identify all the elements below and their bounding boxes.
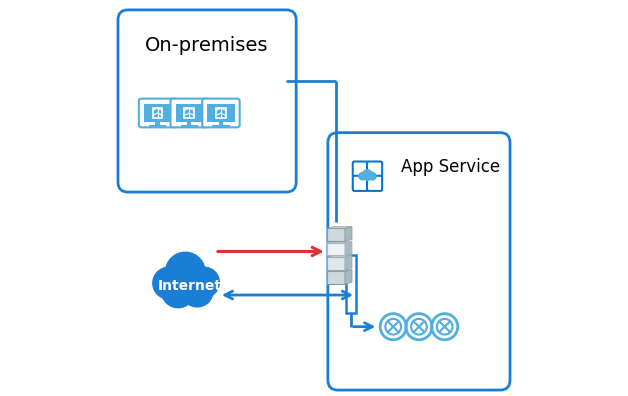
FancyBboxPatch shape (328, 133, 510, 390)
Polygon shape (327, 243, 345, 255)
Polygon shape (345, 227, 352, 241)
Circle shape (359, 173, 366, 180)
Text: On-premises: On-premises (145, 36, 269, 55)
Polygon shape (345, 270, 352, 284)
FancyBboxPatch shape (367, 176, 382, 191)
Circle shape (362, 170, 372, 180)
FancyBboxPatch shape (202, 99, 240, 128)
Bar (155, 122, 160, 126)
Polygon shape (345, 255, 352, 270)
Bar (180, 125, 198, 127)
Polygon shape (327, 241, 352, 243)
Polygon shape (327, 227, 352, 228)
Bar (187, 122, 192, 126)
Circle shape (369, 173, 376, 180)
Polygon shape (327, 255, 352, 257)
Polygon shape (345, 241, 352, 255)
Polygon shape (327, 228, 345, 241)
Bar (216, 108, 226, 118)
Bar (153, 108, 163, 118)
Bar (144, 104, 171, 122)
FancyBboxPatch shape (353, 162, 368, 177)
Circle shape (161, 274, 195, 308)
FancyBboxPatch shape (353, 176, 368, 191)
FancyBboxPatch shape (139, 99, 176, 128)
Bar (176, 104, 203, 122)
Bar (185, 108, 194, 118)
Bar (149, 125, 166, 127)
Circle shape (181, 275, 213, 307)
FancyBboxPatch shape (367, 162, 382, 177)
Circle shape (166, 252, 205, 292)
Text: App Service: App Service (401, 158, 501, 176)
Polygon shape (327, 270, 352, 272)
Text: Internet: Internet (157, 279, 221, 293)
FancyBboxPatch shape (118, 10, 296, 192)
Polygon shape (327, 257, 345, 270)
Circle shape (189, 267, 219, 297)
Polygon shape (327, 272, 345, 284)
Bar (346, 255, 356, 313)
Bar (212, 125, 230, 127)
Bar (219, 122, 223, 126)
Circle shape (153, 267, 185, 299)
Bar (207, 104, 235, 122)
FancyBboxPatch shape (171, 99, 208, 128)
